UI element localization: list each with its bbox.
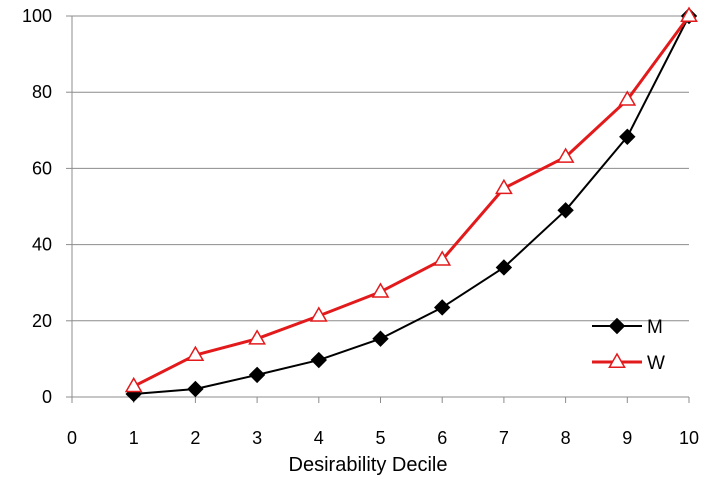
x-tick-label: 0 [67,428,77,448]
x-tick-label: 8 [561,428,571,448]
data-point [433,250,452,266]
x-tick-label: 2 [190,428,200,448]
x-tick-label: 3 [252,428,262,448]
data-point [495,259,513,276]
legend-marker [608,352,626,368]
data-point [186,345,205,362]
data-point [248,366,266,384]
y-tick-label: 40 [32,235,52,255]
legend-label: M [647,317,663,338]
series-M [125,7,698,403]
data-point [433,299,451,316]
y-tick-label: 0 [42,387,52,407]
y-tick-label: 100 [22,6,52,26]
series [124,6,698,403]
x-tick-label: 10 [679,428,699,448]
x-tick-label: 7 [499,428,509,448]
x-tick-label: 5 [375,428,385,448]
data-point [248,329,266,345]
legend: MW [592,317,665,374]
data-point [680,6,698,22]
y-tick-label: 20 [32,311,52,331]
legend-item: W [592,352,665,374]
data-point [371,282,390,298]
legend-item: M [592,317,663,338]
x-tick-label: 4 [314,428,324,448]
data-point [618,90,637,106]
data-point [309,306,328,322]
x-axis-label: Desirability Decile [289,454,448,476]
axes: 0 20 40 60 80 100 0 1 2 3 4 5 6 7 8 9 10 [22,6,699,448]
data-point [124,376,143,393]
data-point [372,330,389,347]
x-tick-label: 9 [622,428,632,448]
series-line [133,15,691,388]
gridlines [72,15,689,322]
series-W [124,6,698,393]
data-point [495,178,513,195]
legend-marker [608,317,626,335]
x-tick-label: 6 [437,428,447,448]
data-point [310,351,328,369]
data-point [619,128,636,145]
data-point [557,202,574,219]
y-tick-label: 80 [32,82,52,102]
y-tick-label: 60 [32,158,52,178]
data-point [556,147,575,163]
legend-label: W [647,353,665,374]
data-point [187,380,204,398]
series-line [133,15,690,395]
x-tick-label: 1 [129,428,139,448]
